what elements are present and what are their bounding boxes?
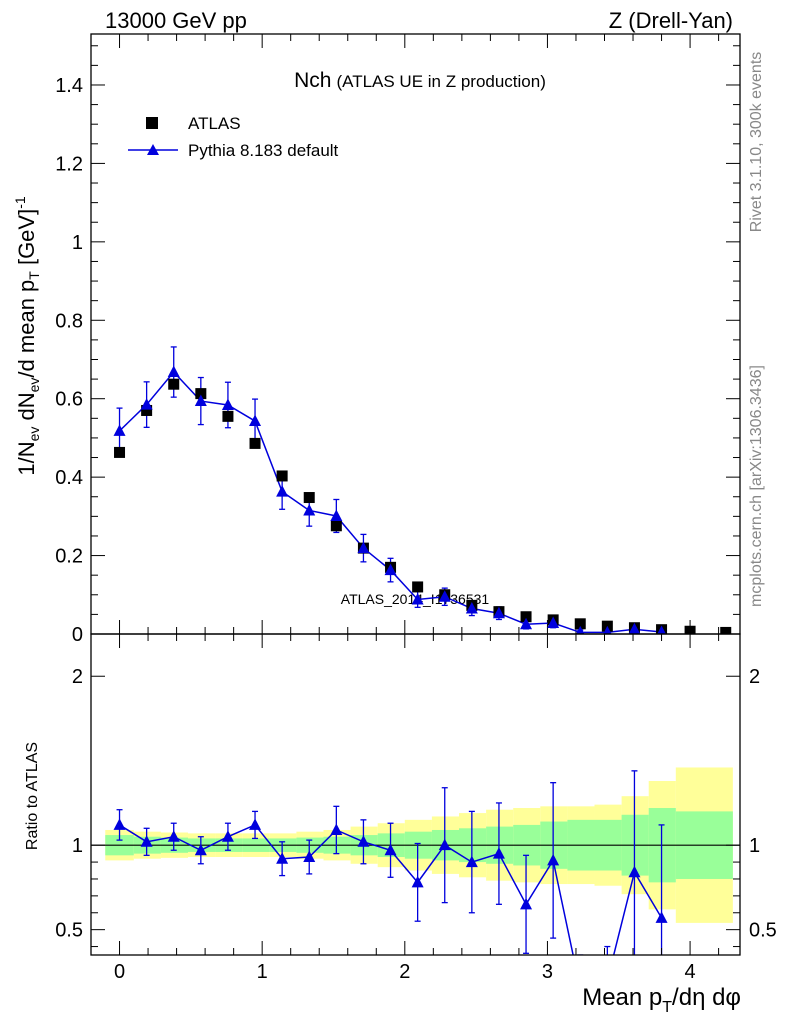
header-right: Z (Drell-Yan) bbox=[609, 8, 733, 33]
ratio-point bbox=[492, 847, 505, 859]
ratio-point bbox=[276, 852, 289, 864]
ratio-marks bbox=[113, 770, 668, 955]
pythia-point bbox=[657, 625, 666, 634]
ratio-ytick-label-right: 0.5 bbox=[749, 920, 777, 942]
ratio-point bbox=[384, 843, 397, 856]
atlas-point bbox=[720, 626, 732, 634]
pythia-point bbox=[628, 622, 641, 634]
ratio-ticks: 0.5 0.5 1 1 2 2 0 1 2 3 4 bbox=[55, 634, 777, 983]
atlas-point bbox=[141, 404, 153, 416]
pythia-point bbox=[384, 563, 397, 576]
atlas-point bbox=[330, 520, 342, 532]
pythia-point bbox=[249, 414, 262, 427]
ratio-point bbox=[113, 818, 126, 830]
atlas-point bbox=[168, 378, 180, 390]
ratio-panel: 0.5 0.5 1 1 2 2 0 1 2 3 4 Ratio to ATLAS Mean pT/d… bbox=[24, 633, 777, 1016]
main-marks bbox=[113, 346, 732, 634]
main-ytick-label: 1 bbox=[72, 232, 83, 254]
ratio-point bbox=[221, 830, 234, 842]
ratio-point bbox=[249, 818, 262, 830]
main-ytick-label: 0 bbox=[72, 624, 83, 646]
pythia-point bbox=[303, 503, 316, 516]
atlas-point bbox=[114, 446, 126, 458]
atlas-point bbox=[574, 618, 586, 630]
ratio-point bbox=[465, 855, 478, 868]
mcplots-label: mcplots.cern.ch [arXiv:1306.3436] bbox=[748, 365, 765, 607]
ratio-point bbox=[140, 835, 153, 847]
pythia-point bbox=[576, 625, 585, 634]
x-axis-label: Mean pT/dη dφ bbox=[582, 984, 741, 1016]
pythia-point bbox=[520, 617, 533, 630]
ratio-frame bbox=[90, 633, 741, 956]
ratio-point bbox=[547, 853, 560, 866]
xtick-label: 1 bbox=[257, 961, 268, 983]
main-ytick-label: 1.4 bbox=[55, 75, 83, 97]
atlas-point bbox=[276, 470, 288, 482]
plot-subtitle: (ATLAS UE in Z production) bbox=[336, 72, 545, 91]
legend-pythia-marker bbox=[147, 144, 159, 155]
main-ytick-label: 0.2 bbox=[55, 546, 83, 568]
main-panel: 00.20.40.60.811.21.4 ATLAS_2014_I1736531… bbox=[12, 33, 741, 646]
atlas-point bbox=[303, 492, 315, 504]
ratio-point bbox=[330, 823, 343, 835]
main-ytick-label: 0.4 bbox=[55, 467, 83, 489]
xtick-label: 2 bbox=[399, 961, 410, 983]
pythia-point bbox=[113, 424, 126, 436]
ratio-ytick-label: 1 bbox=[72, 835, 83, 857]
atlas-point bbox=[412, 581, 424, 593]
legend-pythia-label: Pythia 8.183 default bbox=[188, 141, 339, 160]
xtick-label: 0 bbox=[114, 961, 125, 983]
ratio-ytick-label-right: 1 bbox=[749, 835, 760, 857]
ratio-point bbox=[411, 875, 424, 888]
pythia-point bbox=[194, 394, 207, 407]
atlas-point bbox=[195, 388, 207, 400]
xtick-label: 3 bbox=[542, 961, 553, 983]
rivet-label: Rivet 3.1.10, 300k events bbox=[748, 52, 765, 233]
ratio-point bbox=[655, 911, 668, 923]
main-ytick-label: 1.2 bbox=[55, 153, 83, 175]
ratio-point bbox=[167, 830, 180, 842]
pythia-point bbox=[492, 606, 505, 619]
ratio-point bbox=[520, 897, 533, 910]
pythia-point bbox=[438, 590, 451, 602]
ratio-point bbox=[628, 865, 641, 878]
legend-atlas-marker bbox=[146, 117, 158, 129]
atlas-point bbox=[222, 410, 234, 422]
legend: ATLAS Pythia 8.183 default bbox=[128, 114, 339, 160]
pythia-point bbox=[276, 485, 289, 497]
pythia-point bbox=[465, 602, 478, 614]
atlas-point bbox=[520, 611, 532, 623]
pythia-point bbox=[411, 592, 424, 605]
atlas-point bbox=[249, 437, 261, 449]
ratio-ytick-label-right: 2 bbox=[749, 666, 760, 688]
ratio-ytick-label: 2 bbox=[72, 666, 83, 688]
ratio-point bbox=[194, 843, 207, 856]
xtick-label: 4 bbox=[685, 961, 696, 983]
plot-title-main: Nch bbox=[294, 69, 331, 92]
pythia-point bbox=[221, 398, 234, 410]
main-ytick-label: 0.6 bbox=[55, 389, 83, 411]
pythia-point bbox=[603, 625, 612, 634]
main-ticks: 0 0.2 0.4 0.6 0.8 1 1.2 1.4 bbox=[55, 34, 740, 646]
pythia-point bbox=[140, 398, 153, 410]
ratio-ytick-label: 0.5 bbox=[55, 920, 83, 942]
pythia-point bbox=[357, 541, 370, 554]
ratio-point bbox=[357, 835, 370, 847]
atlas-point bbox=[684, 625, 696, 634]
main-ytick-label: 0.8 bbox=[55, 310, 83, 332]
pythia-point bbox=[167, 365, 180, 378]
header-left: 13000 GeV pp bbox=[105, 8, 247, 33]
plot-title: Nch (ATLAS UE in Z production) bbox=[294, 69, 546, 92]
ratio-point bbox=[303, 850, 316, 863]
legend-atlas-label: ATLAS bbox=[188, 114, 241, 133]
ratio-point bbox=[438, 838, 451, 851]
pythia-point bbox=[547, 616, 560, 629]
pythia-point bbox=[330, 509, 343, 521]
ratio-ylabel: Ratio to ATLAS bbox=[24, 742, 41, 850]
main-ylabel: 1/Nev dNev/d mean pT [GeV]-1 bbox=[12, 196, 42, 476]
